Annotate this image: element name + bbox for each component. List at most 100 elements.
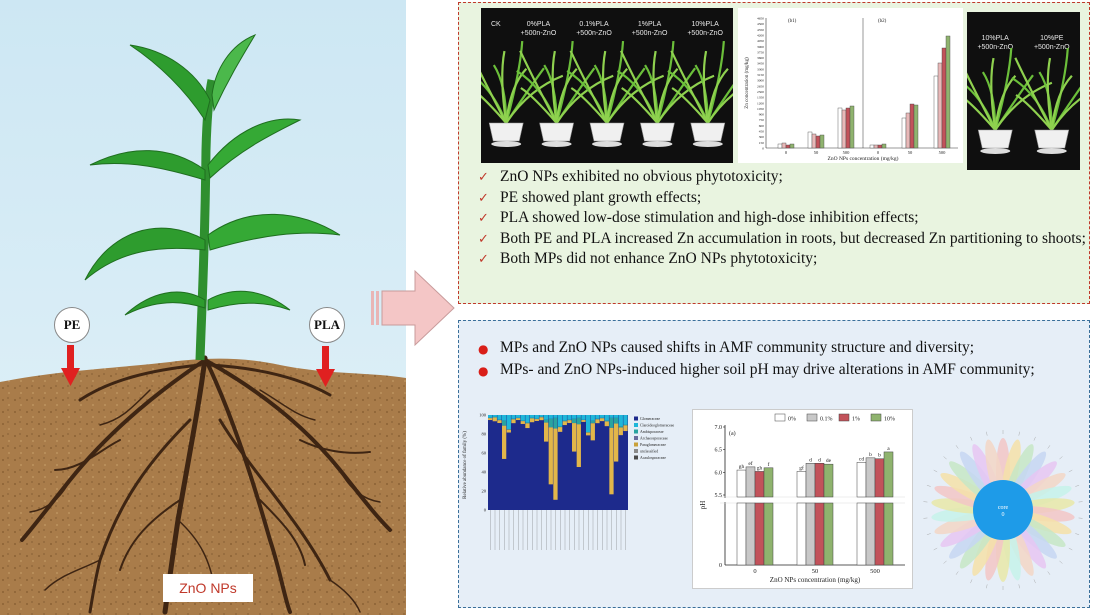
amf-findings-list: ● MPs and ZnO NPs caused shifts in AMF co…: [478, 338, 1086, 381]
ph-bar-lower: [856, 502, 867, 566]
bullet-icon: ●: [478, 342, 489, 356]
pla-badge: PLA: [309, 307, 345, 343]
leaf-blade: [967, 99, 997, 131]
family-y-tick: 20: [482, 489, 487, 494]
ph-bar-lower: [883, 502, 894, 566]
zn-x-tick: 50: [814, 150, 819, 155]
leaf-blade: [481, 71, 508, 124]
zn-concentration-chart: 0 150 300 450 600 750 900 1050 1200 1350 2500 2650 3…: [738, 8, 963, 163]
amf-finding-item: ● MPs- and ZnO NPs-induced higher soil pH…: [478, 360, 1086, 382]
zn-bar: [785, 144, 791, 149]
family-bar-segment: [497, 420, 502, 424]
flower-petal-label: [1018, 431, 1020, 436]
finding-text: Both PE and PLA increased Zn accumulatio…: [500, 229, 1086, 247]
ph-axis-break: [719, 498, 907, 502]
leaf-blade: [656, 41, 675, 124]
flower-petal-label: [926, 533, 931, 535]
zn-bar: [777, 143, 783, 149]
leaf-blade: [1050, 75, 1073, 131]
leaf-blade: [967, 72, 997, 131]
ph-bar-lower: [823, 502, 834, 566]
leaf-blade: [601, 50, 609, 124]
family-y-label: Relative abundance of family (%): [463, 431, 468, 499]
zn-y-tick: 4650: [757, 17, 764, 21]
ph-bar-upper: [796, 471, 807, 498]
pot-photo-pla: CK 0%PLA +500n-ZnO 0.1%PLA +500n-ZnO 1%PLA +50…: [481, 8, 733, 163]
family-legend-label: Claroideoglomeraceae: [640, 424, 674, 428]
family-bar-segment: [609, 427, 614, 495]
zn-bar: [807, 131, 813, 149]
family-bar-segment: [525, 415, 530, 423]
ph-bar-letter: f: [768, 461, 770, 468]
pot-photo-pe-pla: 10%PLA +500n-ZnO 10%PE +500n-ZnO: [967, 12, 1080, 170]
ph-bar-upper: [745, 466, 756, 498]
flower-core-label: core: [998, 505, 1009, 511]
family-bar-segment: [576, 417, 581, 425]
zn-y-tick: 2650: [757, 84, 764, 88]
leaf-blade: [1015, 94, 1053, 131]
flower-petal-label: [955, 445, 959, 449]
family-bar-segment: [581, 415, 586, 420]
plant-findings-list: ✓ ZnO NPs exhibited no obvious phytotoxic…: [478, 167, 1088, 270]
zn-y-tick: 4500: [757, 22, 764, 26]
zn-y-tick: 750: [759, 118, 765, 122]
pla-arrow: [316, 346, 335, 387]
family-bar-segment: [534, 419, 539, 421]
zn-y-tick: 1050: [757, 107, 764, 111]
ph-bar-upper: [805, 463, 816, 498]
family-bar-segment: [590, 415, 595, 421]
family-abundance-chart: 0 20 40 60 80 100 Relative abundance of family…: [458, 410, 683, 570]
zn-y-tick: 0: [762, 147, 764, 151]
family-y-tick: 40: [482, 470, 487, 475]
ph-bar-lower: [796, 502, 807, 566]
family-bar-segment: [530, 417, 535, 419]
family-bar-segment: [590, 420, 595, 424]
family-bar-segment: [572, 415, 577, 419]
zn-bar: [941, 47, 947, 149]
ph-x-tick: 500: [870, 568, 880, 575]
family-bar-segment: [497, 415, 502, 420]
pot-body: [539, 122, 574, 142]
zn-bar: [819, 134, 825, 149]
flower-petal-label: [926, 485, 931, 487]
ph-bar-upper: [823, 463, 834, 498]
family-abundance-svg: 0 20 40 60 80 100 Relative abundance of family…: [463, 413, 674, 550]
family-bar-segment: [600, 415, 605, 418]
family-bar-segment: [623, 425, 628, 432]
family-bar-segment: [567, 415, 572, 420]
ph-bar-lower: [814, 502, 825, 566]
leaf-blade: [505, 74, 564, 124]
family-bar-segment: [562, 415, 567, 421]
family-bar-segment: [604, 421, 609, 427]
pot-label: 10%PLA +500n-ZnO: [977, 35, 1014, 51]
otu-flower-diagram: core 0: [918, 425, 1088, 595]
zn-y-label: Zn concentration (mg/kg): [745, 57, 750, 109]
zn-panel-label-b1: (b1): [788, 19, 797, 24]
family-legend-swatch: [634, 423, 638, 427]
zn-y-tick: 4050: [757, 39, 764, 43]
leaf-blade: [706, 93, 733, 124]
check-icon: ✓: [478, 231, 489, 247]
leaf-blade: [1050, 97, 1080, 131]
family-bar-segment: [623, 415, 628, 425]
family-bar-segment: [553, 417, 558, 429]
leaf-blade: [1014, 57, 1053, 131]
leaf-blade: [702, 50, 709, 124]
ph-bar-letter: a: [887, 446, 890, 452]
ph-legend-label: 10%: [884, 417, 895, 423]
finding-text: PE showed plant growth effects;: [500, 188, 702, 206]
family-bar-segment: [609, 415, 614, 418]
family-bar-segment: [567, 420, 572, 424]
leaf-blade: [994, 48, 1013, 131]
ph-bar-letter: ef: [748, 460, 752, 467]
family-bar-segment: [539, 417, 544, 421]
family-bar-segment: [618, 427, 623, 436]
family-bar-segment: [548, 427, 553, 485]
flower-petal-label: [943, 456, 947, 460]
ph-bar-lower: [805, 502, 816, 566]
pla-badge-label: PLA: [314, 317, 340, 332]
family-bar-segment: [530, 415, 535, 418]
pot-photo-pla-labels: CK 0%PLA +500n-ZnO 0.1%PLA +500n-ZnO 1%PLA +50…: [481, 20, 733, 38]
pot-saucer: [592, 141, 622, 147]
